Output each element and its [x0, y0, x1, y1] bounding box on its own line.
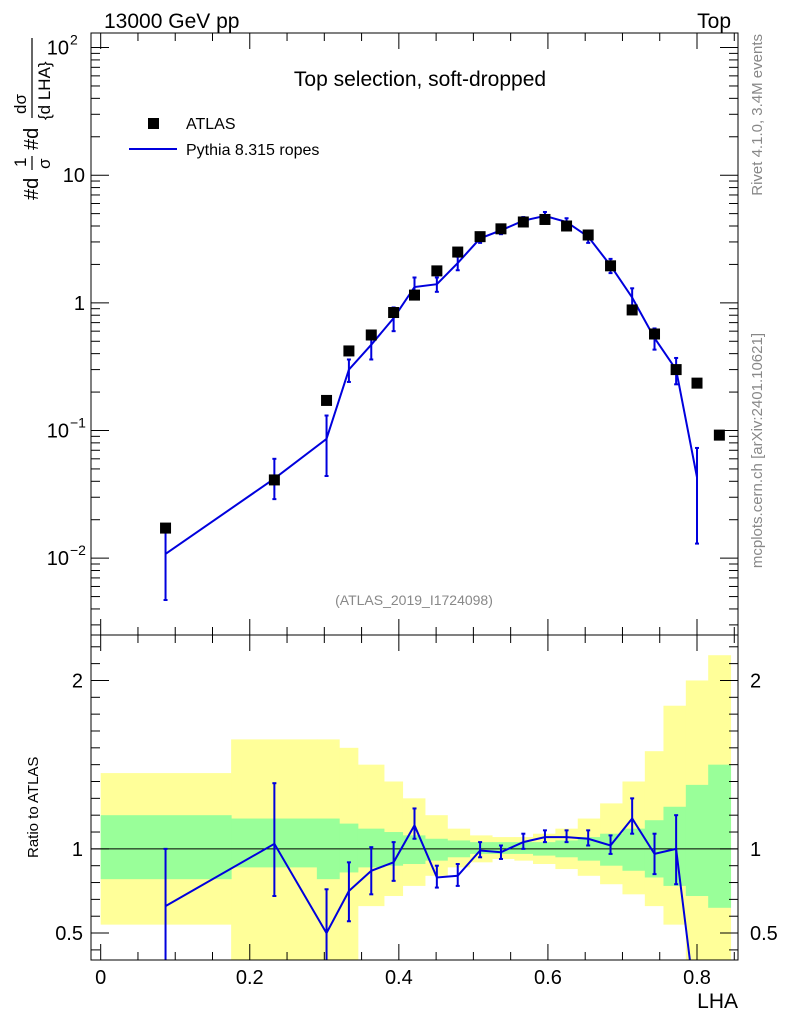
ratio-y-tick-label-right: 0.5	[750, 923, 778, 945]
main-y-tick-label-exp: 2	[70, 32, 78, 48]
plot-title: Top selection, soft-dropped	[294, 68, 546, 91]
ratio-y-tick-label-right: 1	[750, 839, 761, 861]
ratio-y-ticks: 0.5 0.5 1 1 2 2	[55, 646, 778, 951]
data-point	[605, 260, 617, 272]
main-y-tick-label-base: 10	[47, 420, 69, 442]
x-tick-label: 0.4	[385, 967, 413, 989]
data-point	[691, 377, 703, 389]
data-point	[582, 229, 594, 241]
x-tick-label: 0	[95, 967, 106, 989]
data-point	[431, 265, 443, 277]
data-point	[649, 328, 661, 340]
main-y-tick-label: 1	[74, 293, 85, 315]
x-tick-label: 0.6	[534, 967, 562, 989]
header-left: 13000 GeV pp	[104, 10, 239, 33]
legend-mc-label: Pythia 8.315 ropes	[186, 142, 319, 159]
data-point	[713, 429, 725, 441]
data-point	[539, 213, 551, 225]
legend-data-marker	[148, 118, 159, 129]
x-tick-label: 0.8	[683, 967, 711, 989]
main-y-label: #d 1 σ #d dσ {d LHA}	[11, 38, 54, 200]
rivet-label: Rivet 4.1.0, 3.4M events	[749, 34, 766, 196]
data-point	[343, 345, 355, 357]
mc-series	[163, 210, 700, 602]
data-series	[160, 213, 725, 534]
ratio-band-inner-bin	[708, 764, 732, 908]
main-x-ticks	[100, 33, 735, 635]
analysis-id: (ATLAS_2019_I1724098)	[335, 592, 493, 608]
ratio-x-ticks: 0 0.2 0.4 0.6 0.8	[95, 635, 735, 989]
ratio-y-tick-label: 2	[72, 670, 83, 692]
data-point	[268, 474, 280, 486]
legend-data-label: ATLAS	[186, 116, 236, 133]
main-y-tick-label-exp: −2	[70, 542, 86, 558]
data-point	[626, 304, 638, 316]
main-y-tick-label-exp: −1	[70, 414, 86, 430]
main-y-tick-label-base: 10	[47, 548, 69, 570]
ylabel-frac1-num: 1	[11, 158, 30, 167]
ratio-band-inner-bin	[492, 842, 515, 854]
ratio-y-tick-label: 1	[72, 839, 83, 861]
ylabel-part2: #d	[21, 128, 43, 150]
ratio-y-tick-label-right: 2	[750, 670, 761, 692]
ratio-band-inner-bin	[402, 835, 426, 865]
data-point	[495, 223, 507, 235]
data-point	[517, 216, 529, 228]
ratio-band-inner-bin	[622, 828, 646, 871]
data-point	[409, 289, 420, 301]
main-y-tick-label: 10	[63, 165, 85, 187]
ratio-band-inner-bin	[663, 806, 687, 886]
data-point	[160, 522, 172, 534]
ratio-plot-frame	[90, 634, 739, 961]
data-point	[474, 231, 486, 243]
data-point	[452, 246, 464, 258]
mc-line	[164, 214, 698, 555]
ratio-band-inner-bin	[424, 838, 448, 861]
x-tick-label: 0.2	[236, 967, 264, 989]
legend: ATLAS Pythia 8.315 ropes	[129, 116, 319, 159]
mcplots-label: mcplots.cern.ch [arXiv:2401.10621]	[749, 333, 766, 568]
ylabel-frac2-num: dσ	[11, 94, 30, 114]
ratio-plot: 0.5 0.51 12 2 0 0.2 0.4 0.6 0.8 Ratio to ATLAS …	[25, 634, 778, 1013]
ylabel-frac1-den: σ	[35, 158, 54, 169]
data-point	[365, 329, 377, 341]
main-y-tick-label-base: 10	[47, 38, 69, 60]
ratio-band-inner-bin	[685, 784, 709, 897]
data-point	[388, 307, 400, 319]
ratio-band-inner-bin	[339, 823, 359, 873]
ratio-mc-line	[165, 816, 691, 960]
data-point	[321, 394, 333, 406]
ratio-y-tick-label: 0.5	[55, 923, 83, 945]
header-right: Top	[697, 10, 731, 33]
data-point	[561, 220, 573, 232]
x-axis-label: LHA	[697, 990, 738, 1013]
ratio-mc-series	[163, 782, 691, 960]
ylabel-frac2-den: {d LHA}	[35, 61, 54, 120]
ratio-y-label: Ratio to ATLAS	[25, 757, 42, 858]
data-point	[670, 364, 682, 376]
ylabel-part1: #d	[21, 178, 43, 200]
